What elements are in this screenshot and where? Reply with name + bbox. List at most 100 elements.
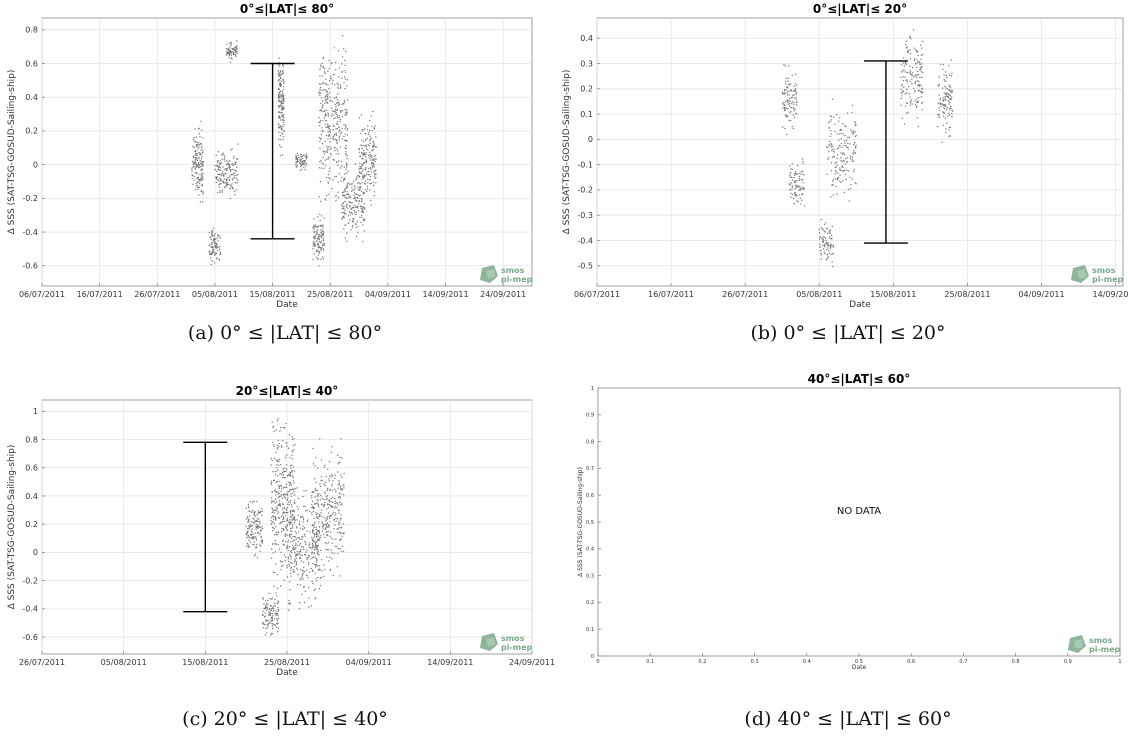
data-point: [788, 184, 791, 186]
data-point: [330, 500, 332, 503]
data-point: [784, 65, 786, 67]
data-point: [366, 173, 368, 175]
x-tick-label: 06/07/2011: [574, 290, 620, 299]
data-point: [302, 157, 304, 160]
data-point: [849, 157, 851, 160]
data-point: [900, 92, 903, 94]
data-point: [951, 91, 954, 93]
data-point: [338, 528, 340, 530]
data-point: [272, 511, 274, 513]
data-point: [293, 449, 295, 451]
data-point: [261, 528, 264, 530]
data-point: [795, 186, 798, 189]
data-point: [338, 137, 340, 139]
data-point: [314, 547, 316, 549]
data-point: [291, 471, 293, 473]
data-point: [309, 531, 311, 533]
data-point: [327, 468, 329, 471]
data-point: [333, 47, 335, 49]
data-point: [790, 171, 792, 174]
data-point: [277, 606, 279, 609]
data-point: [312, 529, 315, 531]
data-point: [369, 189, 371, 191]
data-point: [262, 614, 264, 616]
data-point: [325, 495, 328, 498]
data-point: [346, 232, 348, 234]
data-point: [902, 70, 904, 72]
data-point: [306, 156, 308, 159]
data-point: [256, 514, 259, 516]
data-point: [306, 509, 309, 511]
data-point: [283, 554, 286, 556]
data-point: [794, 180, 796, 182]
data-point: [372, 184, 375, 186]
data-point: [246, 516, 249, 519]
data-point: [230, 44, 232, 46]
data-point: [336, 502, 338, 504]
data-point: [921, 71, 924, 74]
data-point: [298, 544, 300, 546]
data-point: [362, 206, 364, 208]
data-point: [340, 131, 342, 134]
data-point: [795, 93, 797, 95]
data-point: [832, 244, 834, 246]
data-point: [278, 484, 280, 487]
data-point: [354, 187, 356, 189]
data-point: [305, 574, 308, 577]
data-point: [839, 180, 841, 182]
data-point: [276, 444, 278, 446]
data-point: [312, 245, 314, 247]
data-point: [216, 160, 219, 162]
data-point: [326, 489, 328, 492]
data-point: [833, 148, 835, 150]
data-point: [296, 161, 298, 164]
data-point: [288, 602, 290, 605]
data-point: [292, 451, 294, 453]
data-point: [792, 127, 795, 130]
data-point: [313, 228, 315, 230]
data-point: [211, 232, 213, 234]
data-point: [315, 546, 317, 548]
data-point: [257, 517, 259, 520]
data-point: [915, 49, 917, 51]
data-point: [215, 181, 217, 184]
data-point: [191, 170, 193, 172]
data-point: [920, 67, 923, 69]
data-point: [193, 179, 195, 181]
data-point: [325, 481, 327, 484]
x-tick-label: 0.7: [959, 659, 967, 665]
data-point: [323, 234, 325, 236]
data-point: [293, 561, 295, 563]
data-point: [910, 37, 912, 40]
data-point: [789, 97, 791, 100]
data-point: [217, 240, 219, 242]
data-point: [287, 475, 289, 477]
data-point: [311, 514, 313, 516]
data-point: [311, 580, 313, 583]
data-point: [855, 146, 857, 148]
data-point: [282, 518, 284, 521]
data-point: [792, 114, 795, 116]
data-point: [833, 178, 835, 181]
data-point: [313, 537, 315, 539]
data-point: [799, 189, 801, 192]
data-point: [366, 190, 368, 192]
data-point: [195, 152, 197, 155]
data-point: [791, 74, 793, 77]
data-point: [843, 169, 846, 171]
data-point: [312, 556, 315, 559]
data-point: [914, 90, 916, 92]
data-point: [344, 87, 346, 90]
data-point: [273, 624, 276, 626]
data-point: [295, 546, 297, 549]
data-point: [836, 133, 838, 135]
data-point: [340, 527, 342, 529]
data-point: [341, 138, 344, 140]
data-point: [945, 80, 947, 83]
data-point: [329, 99, 331, 102]
data-point: [305, 165, 307, 167]
data-point: [315, 561, 318, 563]
data-point: [349, 214, 351, 216]
data-point: [325, 549, 327, 551]
data-point: [917, 54, 919, 57]
